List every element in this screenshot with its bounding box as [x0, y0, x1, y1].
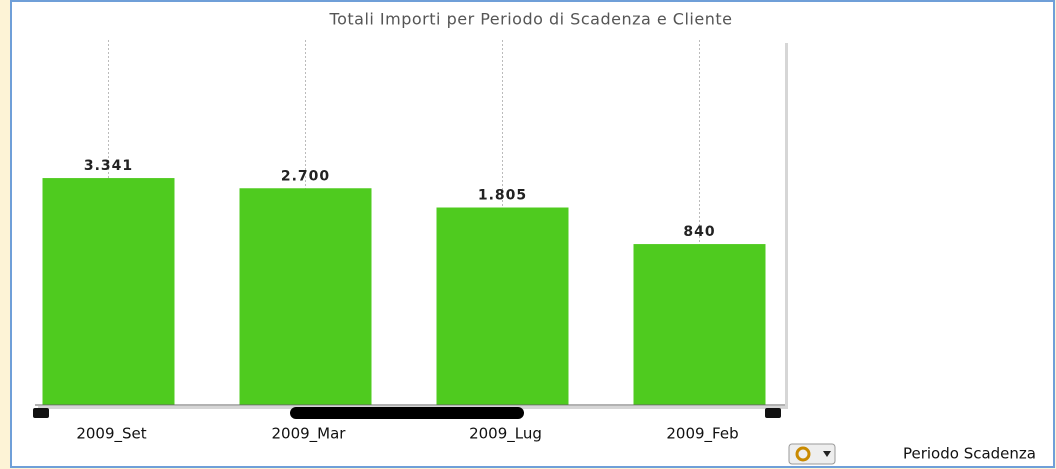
scrollbar[interactable]	[33, 407, 781, 419]
chart-title: Totali Importi per Periodo di Scadenza e…	[329, 10, 733, 29]
scroll-thumb[interactable]	[290, 407, 524, 419]
cycle-icon[interactable]	[788, 443, 836, 465]
icon-circle	[795, 446, 811, 462]
value-label: 2.700	[281, 168, 330, 184]
value-label: 1.805	[478, 188, 527, 204]
bar	[436, 207, 569, 405]
x-tick-label: 2009_Lug	[469, 425, 542, 444]
scroll-right[interactable]	[765, 408, 781, 418]
x-tick-label: 2009_Set	[76, 425, 146, 444]
x-tick-label: 2009_Feb	[666, 425, 738, 444]
dimension-label: Periodo Scadenza	[903, 445, 1036, 463]
bar	[239, 188, 372, 405]
icon-arrow	[823, 451, 831, 457]
bar	[42, 178, 175, 405]
value-label: 3.341	[84, 158, 133, 174]
scroll-left[interactable]	[33, 408, 49, 418]
x-tick-label: 2009_Mar	[272, 425, 347, 444]
bar	[633, 244, 766, 405]
value-label: 840	[683, 224, 715, 240]
